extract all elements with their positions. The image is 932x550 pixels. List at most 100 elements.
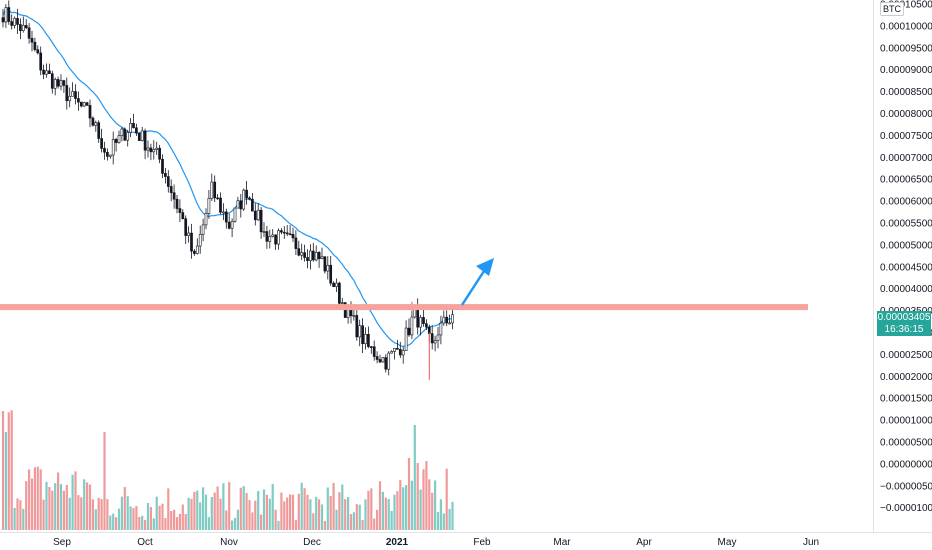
time-scale[interactable]: Sep Oct Nov Dec 2021 Feb Mar Apr May Jun bbox=[53, 537, 819, 548]
volume-bar bbox=[439, 499, 442, 530]
volume-bar bbox=[320, 504, 324, 530]
resistance-zone[interactable] bbox=[0, 304, 808, 311]
candle-body bbox=[340, 302, 344, 304]
volume-bar bbox=[422, 469, 425, 530]
volume-bar bbox=[86, 482, 89, 530]
volume-bar bbox=[378, 481, 382, 530]
candle-body bbox=[117, 135, 121, 143]
volume-bar bbox=[251, 512, 254, 530]
volume-bar bbox=[74, 471, 77, 530]
volume-bar bbox=[434, 480, 437, 530]
volume-bar bbox=[30, 478, 34, 530]
volume-bar bbox=[323, 521, 326, 530]
ma-line bbox=[2, 7, 453, 347]
volume-bar bbox=[132, 508, 135, 530]
volume-bar bbox=[164, 518, 167, 530]
volume-bar bbox=[22, 508, 25, 530]
candle-body bbox=[439, 322, 443, 336]
candle-body bbox=[36, 49, 40, 54]
volume-bar bbox=[202, 487, 205, 530]
price-tick-label: 0.00002000 bbox=[880, 372, 932, 383]
price-tick-label: 0.00006000 bbox=[880, 197, 932, 208]
candle-body bbox=[326, 264, 330, 272]
candle-body bbox=[222, 211, 225, 214]
volume-bar bbox=[216, 486, 219, 530]
volume-bar bbox=[225, 510, 228, 530]
volume-bar bbox=[144, 519, 147, 530]
arrow-annotation[interactable] bbox=[460, 258, 494, 306]
volume-bar bbox=[13, 507, 16, 530]
price-tick-label: 0.00008500 bbox=[880, 87, 932, 98]
volume-bar bbox=[117, 508, 121, 530]
volume-bar bbox=[59, 484, 63, 530]
time-tick-label: Jun bbox=[803, 537, 819, 548]
candle-body bbox=[291, 234, 295, 239]
candle-body bbox=[126, 132, 130, 141]
candle-body bbox=[166, 176, 170, 187]
volume-bar bbox=[297, 493, 300, 530]
candle-body bbox=[85, 102, 89, 106]
candle-body bbox=[372, 346, 376, 357]
volume-bar bbox=[381, 491, 384, 530]
candle-body bbox=[111, 139, 115, 156]
candle-body bbox=[396, 347, 399, 350]
volume-bar bbox=[352, 512, 355, 530]
candle-body bbox=[68, 95, 72, 102]
volume-bar bbox=[25, 481, 28, 530]
volume-bar bbox=[274, 509, 277, 530]
volume-bar bbox=[126, 496, 129, 530]
candle-body bbox=[172, 192, 176, 200]
candle-body bbox=[216, 197, 219, 200]
candle-body bbox=[430, 333, 434, 344]
volume-bar bbox=[193, 491, 196, 530]
volume-bar bbox=[219, 498, 222, 530]
candle-body bbox=[161, 158, 164, 174]
candle-body bbox=[100, 138, 103, 149]
volume-bar bbox=[396, 491, 399, 530]
moving-average bbox=[2, 7, 453, 347]
candle-body bbox=[317, 251, 321, 259]
volume-bar bbox=[361, 520, 364, 530]
volume-bar bbox=[318, 499, 321, 530]
volume-bar bbox=[300, 482, 303, 530]
volume-bar bbox=[167, 488, 170, 530]
price-scale[interactable]: 0.00010000 0.00009500 0.00009000 0.00008500… bbox=[880, 0, 932, 514]
candle-body bbox=[97, 122, 101, 139]
volume-bar bbox=[289, 494, 292, 530]
volume-bar bbox=[413, 425, 416, 530]
volume-bar bbox=[399, 480, 402, 530]
candle-body bbox=[120, 128, 124, 136]
volume-bar bbox=[7, 412, 10, 530]
candle-body bbox=[311, 250, 315, 261]
volume-bar bbox=[83, 479, 86, 530]
candle-body bbox=[39, 52, 43, 71]
candle-body bbox=[259, 209, 263, 233]
volume-bar bbox=[135, 506, 138, 530]
volume-bar bbox=[57, 472, 60, 530]
candle-body bbox=[256, 209, 260, 221]
volume-bar bbox=[242, 486, 245, 530]
volume-bar bbox=[115, 517, 118, 530]
candle-body bbox=[77, 98, 80, 103]
candle-body bbox=[361, 325, 364, 345]
volume-bar bbox=[448, 508, 451, 530]
volume-bar bbox=[294, 520, 297, 530]
volume-bar bbox=[54, 483, 57, 530]
time-tick-label: Sep bbox=[53, 537, 71, 548]
volume-bar bbox=[62, 490, 65, 530]
candle-body bbox=[27, 27, 31, 39]
volume-bar bbox=[199, 502, 202, 530]
candle-body bbox=[393, 347, 396, 352]
candle-body bbox=[236, 200, 240, 209]
volume-bar bbox=[213, 492, 216, 530]
candle-body bbox=[94, 122, 98, 126]
volume-bar bbox=[248, 500, 251, 530]
volume-bar bbox=[207, 517, 210, 530]
volume-bar bbox=[80, 497, 83, 530]
volume-bar bbox=[303, 488, 306, 530]
volume-bar bbox=[451, 501, 454, 530]
price-tick-label: 0.00005000 bbox=[880, 240, 932, 251]
candle-body bbox=[378, 359, 382, 363]
